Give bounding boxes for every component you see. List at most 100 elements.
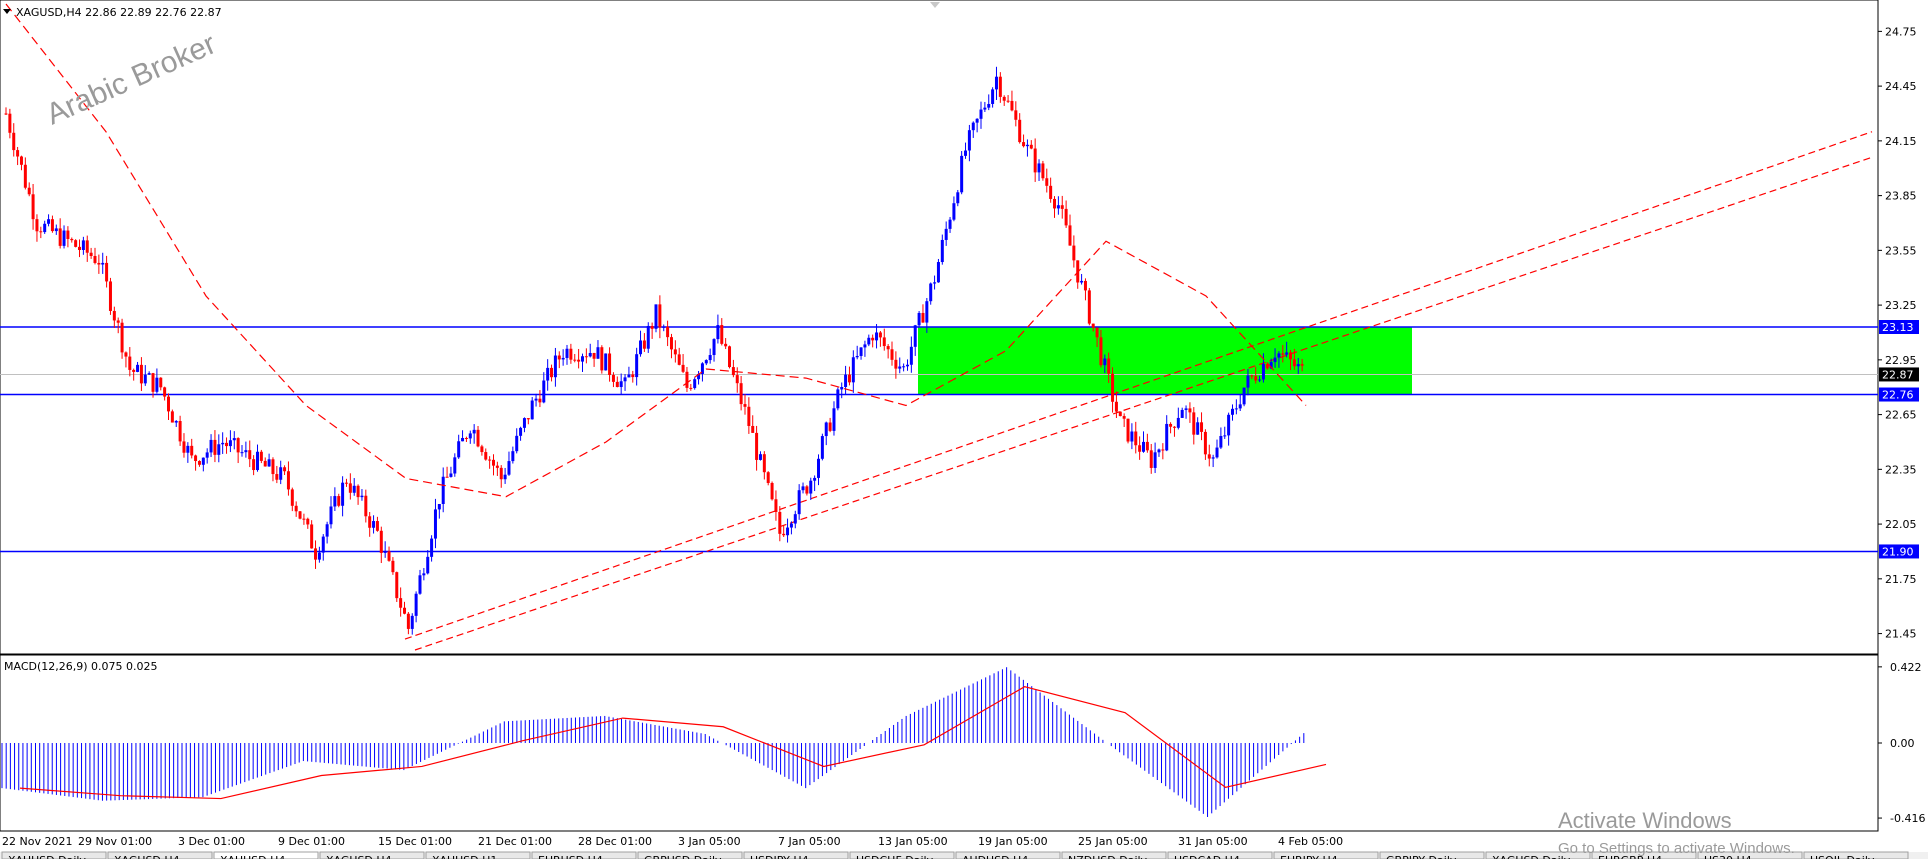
macd-pane[interactable]: [0, 654, 1879, 832]
candle-body: [290, 489, 294, 506]
symbol-tab-3[interactable]: XAGUSD,H4: [319, 851, 425, 859]
symbol-tab-8[interactable]: USDCHF,Daily: [849, 851, 955, 859]
candle-body: [820, 436, 824, 459]
candle-body: [19, 156, 23, 165]
candle-body: [782, 533, 786, 536]
level-label-2: 21.90: [1882, 545, 1914, 558]
symbol-tab-12[interactable]: EURJPY,H4: [1273, 851, 1379, 859]
candle-body: [4, 113, 8, 115]
macd-layer: [1, 667, 1327, 817]
candle-body: [905, 364, 909, 367]
candle-body: [960, 155, 964, 193]
tab-label: EURUSD,H4: [538, 854, 603, 859]
candle-body: [151, 373, 155, 392]
candle-body: [1022, 142, 1026, 147]
candle-body: [344, 482, 348, 484]
candle-body: [635, 354, 639, 378]
candle-body: [1234, 408, 1238, 410]
candle-body: [209, 439, 213, 453]
tab-bg: [849, 851, 955, 859]
candle-body: [124, 352, 128, 357]
candle-body: [97, 262, 101, 265]
candle-body: [851, 357, 855, 383]
symbol-tab-16[interactable]: US30,H4: [1697, 851, 1803, 859]
candle-body: [488, 459, 492, 461]
symbol-tab-2[interactable]: XAUUSD,H4: [213, 851, 319, 859]
candle-body: [847, 374, 851, 383]
symbol-tab-9[interactable]: AUDUSD,H4: [955, 851, 1061, 859]
candle-body: [596, 347, 600, 359]
time-label-10: 19 Jan 05:00: [978, 835, 1048, 848]
candle-body: [441, 476, 445, 505]
candle-body: [186, 445, 190, 453]
candle-body: [646, 325, 650, 349]
candle-body: [1118, 411, 1122, 417]
shift-marker-icon[interactable]: [930, 2, 940, 8]
candle-body: [1091, 323, 1095, 328]
candle-body: [1292, 359, 1296, 367]
candle-body: [588, 352, 592, 357]
candle-body: [368, 516, 372, 528]
macd-tick-label-0: 0.422: [1890, 661, 1922, 674]
candle-body: [128, 356, 132, 370]
chart-menu-icon[interactable]: [3, 9, 11, 14]
candle-body: [468, 433, 472, 439]
candle-body: [743, 404, 747, 407]
candle-body: [437, 504, 441, 510]
candle-body: [1211, 457, 1215, 459]
candle-body: [755, 432, 759, 460]
symbol-tab-0[interactable]: XAUUSD,Daily: [1, 851, 107, 859]
candle-body: [178, 421, 182, 442]
symbol-tab-14[interactable]: XAGUSD,Daily: [1485, 851, 1591, 859]
symbol-tab-10[interactable]: NZDUSD,Daily: [1061, 851, 1167, 859]
tab-bg: [213, 851, 319, 859]
tab-label: EURJPY,H4: [1280, 854, 1338, 859]
candle-body: [712, 339, 716, 356]
tab-label: USOIL,Daily: [1810, 854, 1875, 859]
tab-label: US30,H4: [1704, 854, 1752, 859]
candle-body: [971, 122, 975, 131]
tab-bg: [1591, 851, 1697, 859]
candle-body: [221, 442, 225, 445]
candle-body: [921, 312, 925, 323]
candle-body: [236, 438, 240, 453]
candle-body: [364, 495, 368, 517]
symbol-tab-13[interactable]: GBPJPY,Daily: [1379, 851, 1485, 859]
candle-body: [406, 613, 410, 629]
tab-bg: [531, 851, 637, 859]
candle-body: [1068, 225, 1072, 246]
symbol-tab-5[interactable]: EURUSD,H4: [531, 851, 637, 859]
symbol-tab-1[interactable]: XAGUSD,H4: [107, 851, 213, 859]
current-price-tag: [1879, 367, 1919, 382]
candle-body: [1250, 375, 1254, 377]
tab-bg: [1485, 851, 1591, 859]
candle-body: [116, 320, 120, 323]
candle-body: [190, 445, 194, 456]
candle-body: [704, 360, 708, 364]
candle-body: [805, 486, 809, 494]
candle-body: [836, 389, 840, 409]
candle-body: [414, 593, 418, 616]
candle-body: [1176, 417, 1180, 428]
symbol-tab-6[interactable]: GBPUSD,Daily: [637, 851, 743, 859]
candle-body: [163, 387, 167, 397]
symbol-tab-17[interactable]: USOIL,Daily: [1803, 851, 1909, 859]
symbol-tab-15[interactable]: EURGBP,H4: [1591, 851, 1697, 859]
candle-body: [197, 461, 201, 465]
candle-body: [987, 103, 991, 108]
candle-body: [81, 240, 85, 250]
candle-body: [1033, 148, 1037, 173]
symbol-tab-11[interactable]: USDCAD,H4: [1167, 851, 1273, 859]
symbol-tab-7[interactable]: USDJPY,H4: [743, 851, 849, 859]
candle-body: [484, 452, 488, 460]
candle-body: [1126, 418, 1130, 442]
candle-body: [724, 343, 728, 347]
tab-label: XAUUSD,Daily: [8, 854, 86, 859]
candle-body: [383, 551, 387, 553]
candle-body: [201, 457, 205, 465]
candle-body: [341, 482, 345, 506]
candle-body: [522, 418, 526, 428]
candle-body: [1219, 435, 1223, 448]
symbol-tab-4[interactable]: XAUUSD,H1: [425, 851, 531, 859]
